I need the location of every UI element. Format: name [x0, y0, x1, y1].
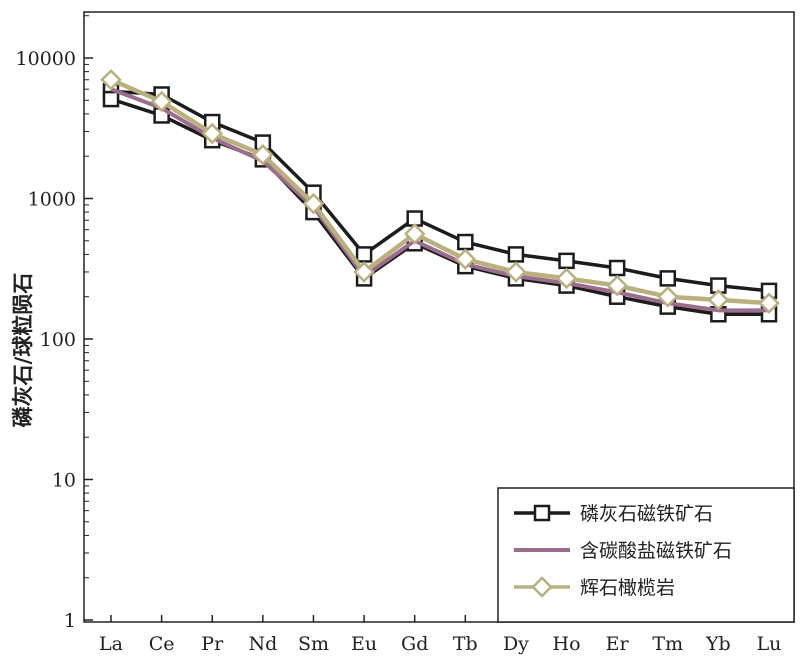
- x-tick-label: Tm: [652, 633, 683, 655]
- data-point: [201, 122, 223, 145]
- data-point: [608, 259, 626, 277]
- data-point: [102, 90, 120, 108]
- x-axis: La Ce Pr Nd Sm Eu Gd Tb Dy Ho Er Tm Yb Lu: [99, 615, 781, 655]
- data-point: [505, 261, 527, 283]
- data-point: [403, 223, 426, 245]
- data-point: [252, 143, 274, 166]
- series-line: [110, 77, 770, 306]
- series-0: [102, 82, 778, 323]
- legend-label: 磷灰石磁铁矿石: [580, 503, 713, 525]
- y-tick-label: 1: [64, 610, 76, 632]
- data-point: [707, 289, 730, 311]
- series-2: [100, 68, 780, 314]
- series-1: [110, 87, 769, 313]
- data-point: [454, 248, 477, 270]
- data-point: [150, 90, 173, 113]
- series-line: [110, 87, 769, 313]
- data-point: [606, 274, 628, 297]
- x-tick-label: Pr: [201, 633, 224, 655]
- data-point: [355, 246, 373, 263]
- data-point: [457, 233, 474, 251]
- y-tick-label: 100: [40, 329, 76, 351]
- legend-label: 含碳酸盐磁铁矿石: [580, 540, 732, 562]
- data-point: [353, 261, 375, 283]
- x-tick-label: La: [99, 633, 123, 655]
- y-tick-label: 1000: [28, 189, 76, 211]
- legend-label: 辉石橄榄岩: [580, 577, 675, 599]
- x-tick-label: Gd: [401, 633, 428, 655]
- data-point: [555, 267, 578, 290]
- data-point: [302, 192, 325, 215]
- data-point: [507, 246, 525, 263]
- data-point: [558, 252, 575, 270]
- x-tick-label: Ho: [553, 633, 581, 655]
- x-tick-label: Er: [606, 633, 630, 655]
- data-point: [657, 285, 679, 308]
- y-tick-label: 10: [52, 470, 76, 492]
- plot-frame: [83, 11, 795, 623]
- data-point: [758, 292, 780, 314]
- series-line: [110, 89, 770, 293]
- series-layer: [100, 68, 780, 323]
- x-tick-label: Dy: [503, 633, 529, 655]
- x-tick-label: Nd: [248, 633, 277, 655]
- y-axis-label: 磷灰石/球粒陨石: [11, 273, 35, 428]
- x-tick-label: Sm: [298, 633, 329, 655]
- data-point: [659, 270, 677, 287]
- y-axis: 1 10 100 1000 10000: [16, 15, 93, 632]
- legend-marker: [533, 504, 551, 522]
- x-tick-label: Eu: [351, 633, 377, 655]
- y-tick-label: 10000: [16, 48, 76, 70]
- x-tick-label: Ce: [149, 633, 175, 655]
- x-tick-label: Tb: [453, 633, 478, 655]
- x-tick-label: Yb: [705, 633, 731, 655]
- data-point: [100, 68, 122, 91]
- legend-marker: [531, 576, 553, 598]
- x-tick-label: Lu: [757, 633, 782, 655]
